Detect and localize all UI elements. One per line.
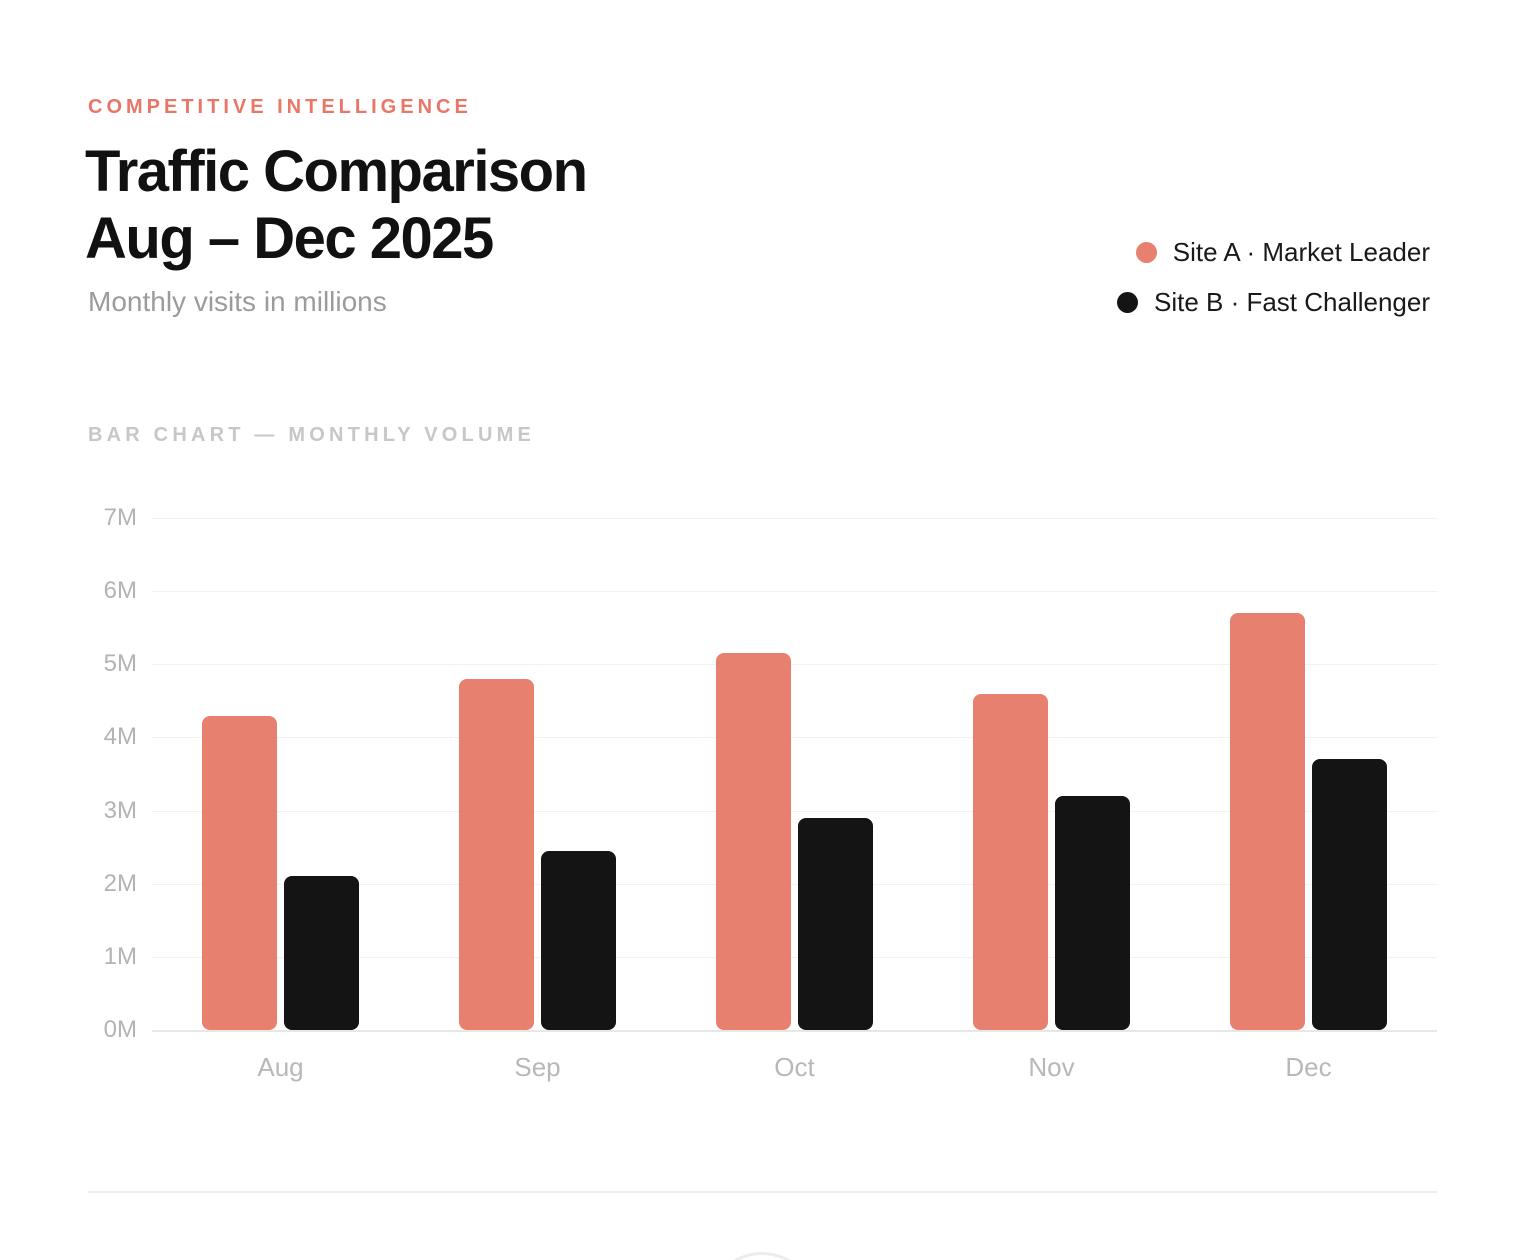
page-subtitle: Monthly visits in millions xyxy=(88,286,387,317)
y-axis-tick-labels: 0M 1M 2M 3M 4M 5M 6M 7M xyxy=(70,504,137,1043)
gridline xyxy=(152,664,1437,666)
bar-site-a xyxy=(1230,613,1305,1030)
legend-label-site-a: Site A · Market Leader xyxy=(1172,236,1430,267)
footer-divider xyxy=(88,1191,1437,1193)
gridline xyxy=(152,591,1437,593)
bar-site-a xyxy=(973,693,1048,1030)
gridline xyxy=(152,956,1437,958)
x-tick-label: Aug xyxy=(257,1052,304,1082)
bar-site-b xyxy=(284,876,359,1030)
bar-site-a xyxy=(459,678,534,1030)
gridline xyxy=(152,883,1437,885)
bar-group xyxy=(923,518,1180,1030)
y-tick-label: 5M xyxy=(103,650,137,678)
y-tick-label: 6M xyxy=(103,577,137,605)
page-title-line-2: Aug – Dec 2025 xyxy=(85,206,494,271)
bar-site-a xyxy=(202,715,277,1030)
plot-area xyxy=(152,518,1437,1030)
bar-site-a xyxy=(716,653,791,1030)
gridline xyxy=(152,810,1437,812)
y-tick-label: 0M xyxy=(103,1016,137,1043)
eyebrow-label: COMPETITIVE INTELLIGENCE xyxy=(88,96,472,118)
gridline xyxy=(152,518,1437,519)
legend-item-site-b: Site B · Fast Challenger xyxy=(1116,277,1430,327)
y-tick-label: 3M xyxy=(103,796,137,824)
chart-gridlines xyxy=(152,518,1437,1032)
legend-dot-site-a-icon xyxy=(1135,241,1157,263)
bar-site-b xyxy=(541,850,616,1030)
y-tick-label: 1M xyxy=(103,942,137,970)
page-title-line-1: Traffic Comparison xyxy=(85,139,588,204)
x-axis-tick-labels: Aug Sep Oct Nov Dec xyxy=(152,1052,1437,1086)
bar-site-b xyxy=(1055,795,1130,1030)
bar-group xyxy=(1180,518,1437,1030)
chart-legend: Site A · Market Leader Site B · Fast Cha… xyxy=(1116,227,1430,327)
legend-item-site-a: Site A · Market Leader xyxy=(1117,227,1430,277)
chart-section-label: BAR CHART — MONTHLY VOLUME xyxy=(88,424,535,446)
gridline xyxy=(152,737,1437,739)
gridline xyxy=(152,1030,1437,1032)
y-tick-label: 7M xyxy=(103,504,137,531)
y-tick-label: 4M xyxy=(103,723,137,751)
bar-site-b xyxy=(1312,759,1387,1030)
bottom-arc-decoration xyxy=(707,1252,817,1260)
page-title: Traffic Comparison Aug – Dec 2025 xyxy=(85,138,588,272)
legend-dot-site-b-icon xyxy=(1116,291,1138,313)
x-tick-label: Oct xyxy=(774,1052,815,1082)
bar-site-b xyxy=(798,817,873,1030)
bar-group xyxy=(666,518,923,1030)
legend-label-site-b: Site B · Fast Challenger xyxy=(1153,286,1430,317)
y-tick-label: 2M xyxy=(103,869,137,897)
x-tick-label: Nov xyxy=(1028,1052,1075,1082)
x-tick-label: Dec xyxy=(1285,1052,1332,1082)
bar-group xyxy=(409,518,666,1030)
bar-group xyxy=(152,518,409,1030)
x-tick-label: Sep xyxy=(514,1052,561,1082)
